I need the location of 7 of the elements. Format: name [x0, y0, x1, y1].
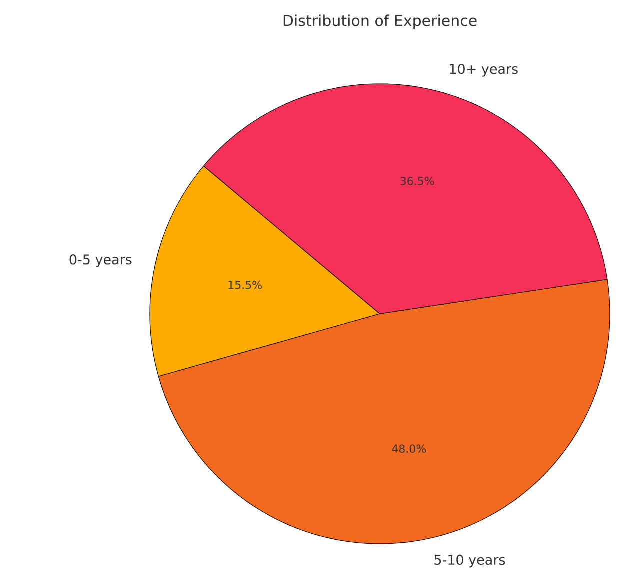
slice-label: 5-10 years — [434, 554, 506, 568]
chart-title: Distribution of Experience — [284, 14, 477, 30]
slice-label: 0-5 years — [70, 254, 132, 268]
data-label: 15.5% — [228, 280, 262, 290]
data-label: 36.5% — [400, 176, 434, 186]
data-label: 48.0% — [392, 444, 426, 454]
slice-label: 10+ years — [450, 64, 518, 77]
